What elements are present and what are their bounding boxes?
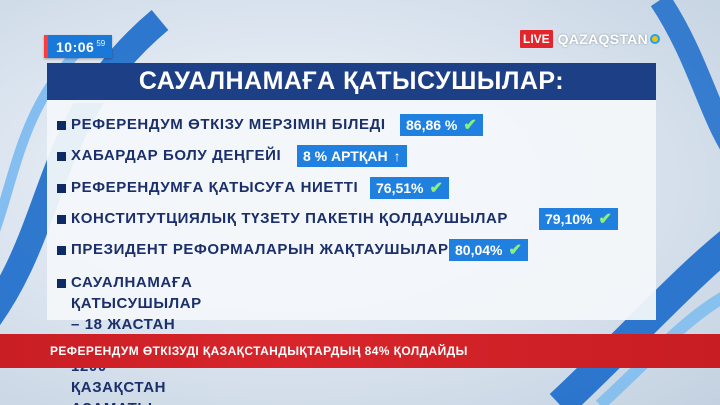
clock-seconds: 59 [96,39,106,48]
value-badge: 76,51% ✔ [370,177,449,199]
bullet-icon [57,152,66,161]
news-ticker: РЕФЕРЕНДУМ ӨТКІЗУДІ ҚАЗАҚСТАНДЫҚТАРДЫҢ 8… [0,334,720,368]
brand-mark-icon [650,34,660,44]
badge-value: 76,51% [376,180,424,196]
badge-value: 79,10% [545,211,593,227]
item-label: ПРЕЗИДЕНТ РЕФОРМАЛАРЫН ЖАҚТАУШЫЛАР [71,241,449,258]
item-label: РЕФЕРЕНДУМҒА ҚАТЫСУҒА НИЕТТІ [71,179,359,196]
badge-value: 8 % АРТҚАН [303,148,388,164]
check-icon: ✔ [508,242,522,259]
brand-name: QAZAQSTAN [557,31,648,47]
check-icon: ✔ [598,211,612,228]
clock: 10:06 59 [44,35,112,58]
check-icon: ✔ [463,117,477,134]
value-badge: 80,04% ✔ [449,239,528,261]
badge-value: 86,86 % [406,117,458,133]
ticker-text: РЕФЕРЕНДУМ ӨТКІЗУДІ ҚАЗАҚСТАНДЫҚТАРДЫҢ 8… [50,344,468,358]
channel-logo: LIVE QAZAQSTAN [520,30,660,48]
panel-title: САУАЛНАМАҒА ҚАТЫСУШЫЛАР: [138,67,565,95]
bullet-icon [57,246,66,255]
value-badge: 86,86 % ✔ [400,114,483,136]
bullet-icon [57,121,66,130]
panel-title-bar: САУАЛНАМАҒА ҚАТЫСУШЫЛАР: [47,63,656,103]
item-label: КОНСТИТУТЦИЯЛЫҚ ТҮЗЕТУ ПАКЕТІН ҚОЛДАУШЫЛ… [71,210,509,227]
bullet-icon [57,215,66,224]
arrow-up-icon: ↑ [393,148,401,164]
survey-panel: САУАЛНАМАҒА ҚАТЫСУШЫЛАР: РЕФЕРЕНДУМ ӨТКІ… [47,63,656,405]
value-badge: 8 % АРТҚАН ↑ [297,145,407,167]
live-badge: LIVE [520,30,553,48]
bullet-icon [57,279,66,288]
bullet-icon [57,184,66,193]
item-label: ХАБАРДАР БОЛУ ДЕҢГЕЙІ [71,147,282,164]
badge-value: 80,04% [455,242,503,258]
value-badge: 79,10% ✔ [539,208,618,230]
item-label: РЕФЕРЕНДУМ ӨТКІЗУ МЕРЗІМІН БІЛЕДІ [71,116,386,133]
check-icon: ✔ [429,180,443,197]
clock-time: 10:06 [56,38,95,55]
